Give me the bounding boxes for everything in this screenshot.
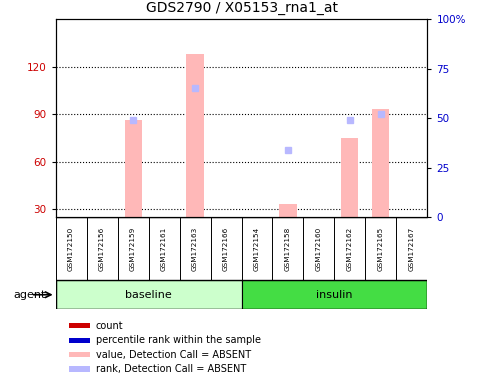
Text: GSM172154: GSM172154 [254,227,260,271]
Bar [125,121,142,217]
Text: GSM172159: GSM172159 [130,227,136,271]
Text: GSM172163: GSM172163 [192,227,198,271]
Text: GSM172160: GSM172160 [316,227,322,271]
Text: baseline: baseline [125,290,172,300]
Text: insulin: insulin [316,290,353,300]
Text: GSM172162: GSM172162 [347,227,353,271]
Text: rank, Detection Call = ABSENT: rank, Detection Call = ABSENT [96,364,246,374]
Bar [70,352,90,358]
Text: count: count [96,321,124,331]
Bar [56,280,242,309]
Bar [280,204,297,217]
Text: GSM172161: GSM172161 [161,227,167,271]
Text: GSM172165: GSM172165 [378,227,384,271]
Text: GSM172158: GSM172158 [285,227,291,271]
Bar [70,366,90,372]
Bar [70,338,90,343]
Text: GSM172150: GSM172150 [68,227,74,271]
Bar [372,109,389,217]
Bar [341,138,358,217]
Title: GDS2790 / X05153_rna1_at: GDS2790 / X05153_rna1_at [145,2,338,15]
Text: GSM172167: GSM172167 [409,227,415,271]
Text: value, Detection Call = ABSENT: value, Detection Call = ABSENT [96,350,251,360]
Text: percentile rank within the sample: percentile rank within the sample [96,335,261,345]
Text: GSM172156: GSM172156 [99,227,105,271]
Text: GSM172166: GSM172166 [223,227,229,271]
Bar [186,54,203,217]
Text: agent: agent [14,290,46,300]
Bar [70,323,90,328]
Bar [242,280,427,309]
